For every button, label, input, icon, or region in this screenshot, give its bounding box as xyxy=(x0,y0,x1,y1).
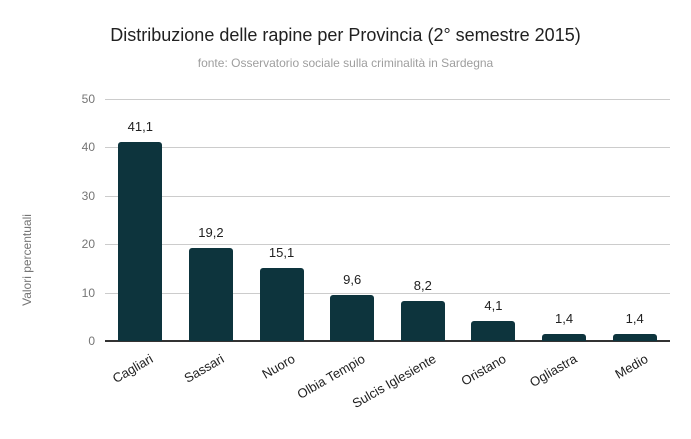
bar xyxy=(118,142,163,341)
y-tick-label: 30 xyxy=(81,188,95,203)
bar-value-label: 41,1 xyxy=(127,119,153,135)
bar-value-label: 1,4 xyxy=(625,311,644,327)
y-tick-label: 40 xyxy=(81,140,95,155)
y-tick-label: 50 xyxy=(81,92,95,106)
bar-value-label: 8,2 xyxy=(413,278,432,294)
gridline xyxy=(105,244,670,246)
y-axis-title: Valori percentuali xyxy=(20,214,35,306)
gridline xyxy=(105,195,670,197)
bar-value-label: 4,1 xyxy=(484,298,503,314)
chart-title: Distribuzione delle rapine per Provincia… xyxy=(110,25,581,45)
bar xyxy=(542,334,587,341)
y-tick-label: 20 xyxy=(81,237,95,252)
bar-value-label: 15,1 xyxy=(268,244,295,260)
bar xyxy=(330,294,375,341)
x-axis-line xyxy=(105,340,670,342)
bar xyxy=(612,334,657,341)
x-axis-label: Cagliari xyxy=(110,351,156,387)
y-tick-label: 10 xyxy=(81,285,95,300)
x-axis-label: Medio xyxy=(612,351,651,382)
gridline xyxy=(105,292,670,294)
bar-value-label: 19,2 xyxy=(198,225,224,241)
x-axis-label: Sulcis Iglesiente xyxy=(349,351,439,411)
bar xyxy=(259,267,304,341)
bar-value-label: 1,4 xyxy=(555,311,574,327)
x-axis-label: Ogliastra xyxy=(527,351,580,391)
gridline xyxy=(105,99,670,100)
bar-value-label: 9,6 xyxy=(343,271,362,287)
x-axis-label: Nuoro xyxy=(258,351,298,382)
x-axis-label: Sassari xyxy=(181,351,227,386)
y-tick-label: 0 xyxy=(88,334,95,348)
x-axis-label: Oristano xyxy=(458,351,509,389)
x-axis-label: Olbia Tempio xyxy=(294,351,368,402)
y-axis-title-box: Valori percentuali xyxy=(8,120,46,400)
bar xyxy=(400,301,445,341)
chart-subtitle: fonte: Osservatorio sociale sulla crimin… xyxy=(197,56,494,70)
gridline xyxy=(105,147,670,149)
bar xyxy=(188,248,233,341)
bar xyxy=(471,321,516,341)
